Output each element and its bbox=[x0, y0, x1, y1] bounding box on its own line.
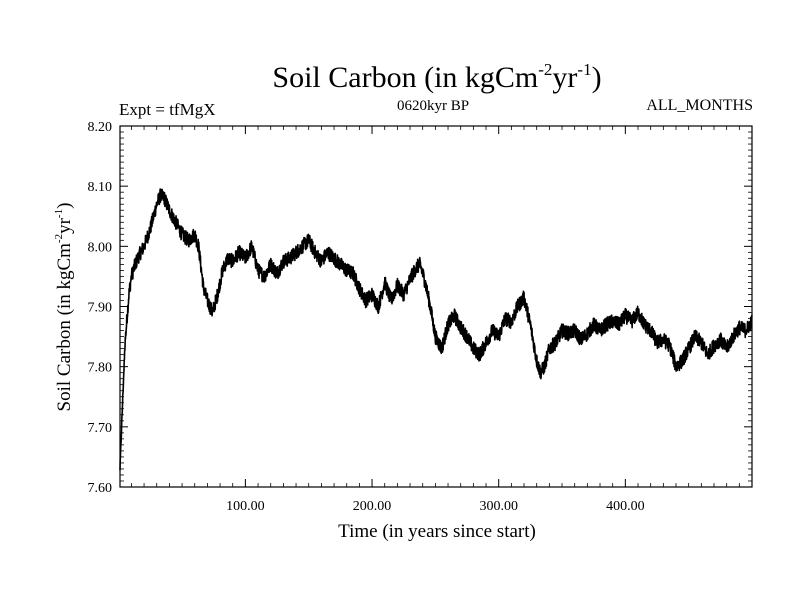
y-tick-label: 8.20 bbox=[88, 120, 113, 135]
x-tick-label: 100.00 bbox=[226, 499, 265, 514]
y-axis-label-sup2: -1 bbox=[53, 209, 65, 218]
period-label: 0620kyr BP bbox=[397, 98, 469, 114]
x-tick-label: 300.00 bbox=[479, 499, 518, 514]
y-tick-label: 7.80 bbox=[88, 361, 113, 376]
y-tick-label: 8.10 bbox=[88, 180, 113, 195]
y-axis-label-sup1: -2 bbox=[53, 234, 65, 243]
x-tick-label: 200.00 bbox=[353, 499, 392, 514]
soil-carbon-line bbox=[119, 188, 753, 471]
experiment-label: Expt = tfMgX bbox=[119, 100, 215, 119]
chart-title-sup2: -1 bbox=[577, 60, 591, 79]
data-series bbox=[119, 188, 753, 471]
y-tick-label: 7.70 bbox=[88, 421, 113, 436]
y-axis-label-main: Soil Carbon (in kgCm bbox=[54, 243, 75, 412]
months-label: ALL_MONTHS bbox=[646, 97, 753, 114]
y-tick-label: 7.60 bbox=[88, 481, 113, 496]
axis-ticks bbox=[120, 125, 752, 488]
y-tick-label: 7.90 bbox=[88, 301, 113, 316]
chart-title-main: Soil Carbon (in kgCm bbox=[272, 61, 538, 94]
y-tick-label: 8.00 bbox=[88, 240, 113, 255]
chart-title-sup1: -2 bbox=[538, 60, 552, 79]
y-axis-label: Soil Carbon (in kgCm-2yr-1) bbox=[53, 203, 75, 412]
chart-title-mid: yr bbox=[552, 61, 577, 94]
axis-tick-labels: 7.60 7.70 7.80 7.90 8.00 8.10 8.20 100.00 200.00… bbox=[88, 120, 645, 514]
y-axis-label-end: ) bbox=[54, 203, 75, 209]
y-axis-label-mid: yr bbox=[54, 217, 75, 234]
chart-title-end: ) bbox=[592, 61, 602, 94]
x-tick-label: 400.00 bbox=[606, 499, 645, 514]
x-axis-label: Time (in years since start) bbox=[338, 521, 536, 542]
chart-title: Soil Carbon (in kgCm-2yr-1) bbox=[272, 60, 601, 94]
